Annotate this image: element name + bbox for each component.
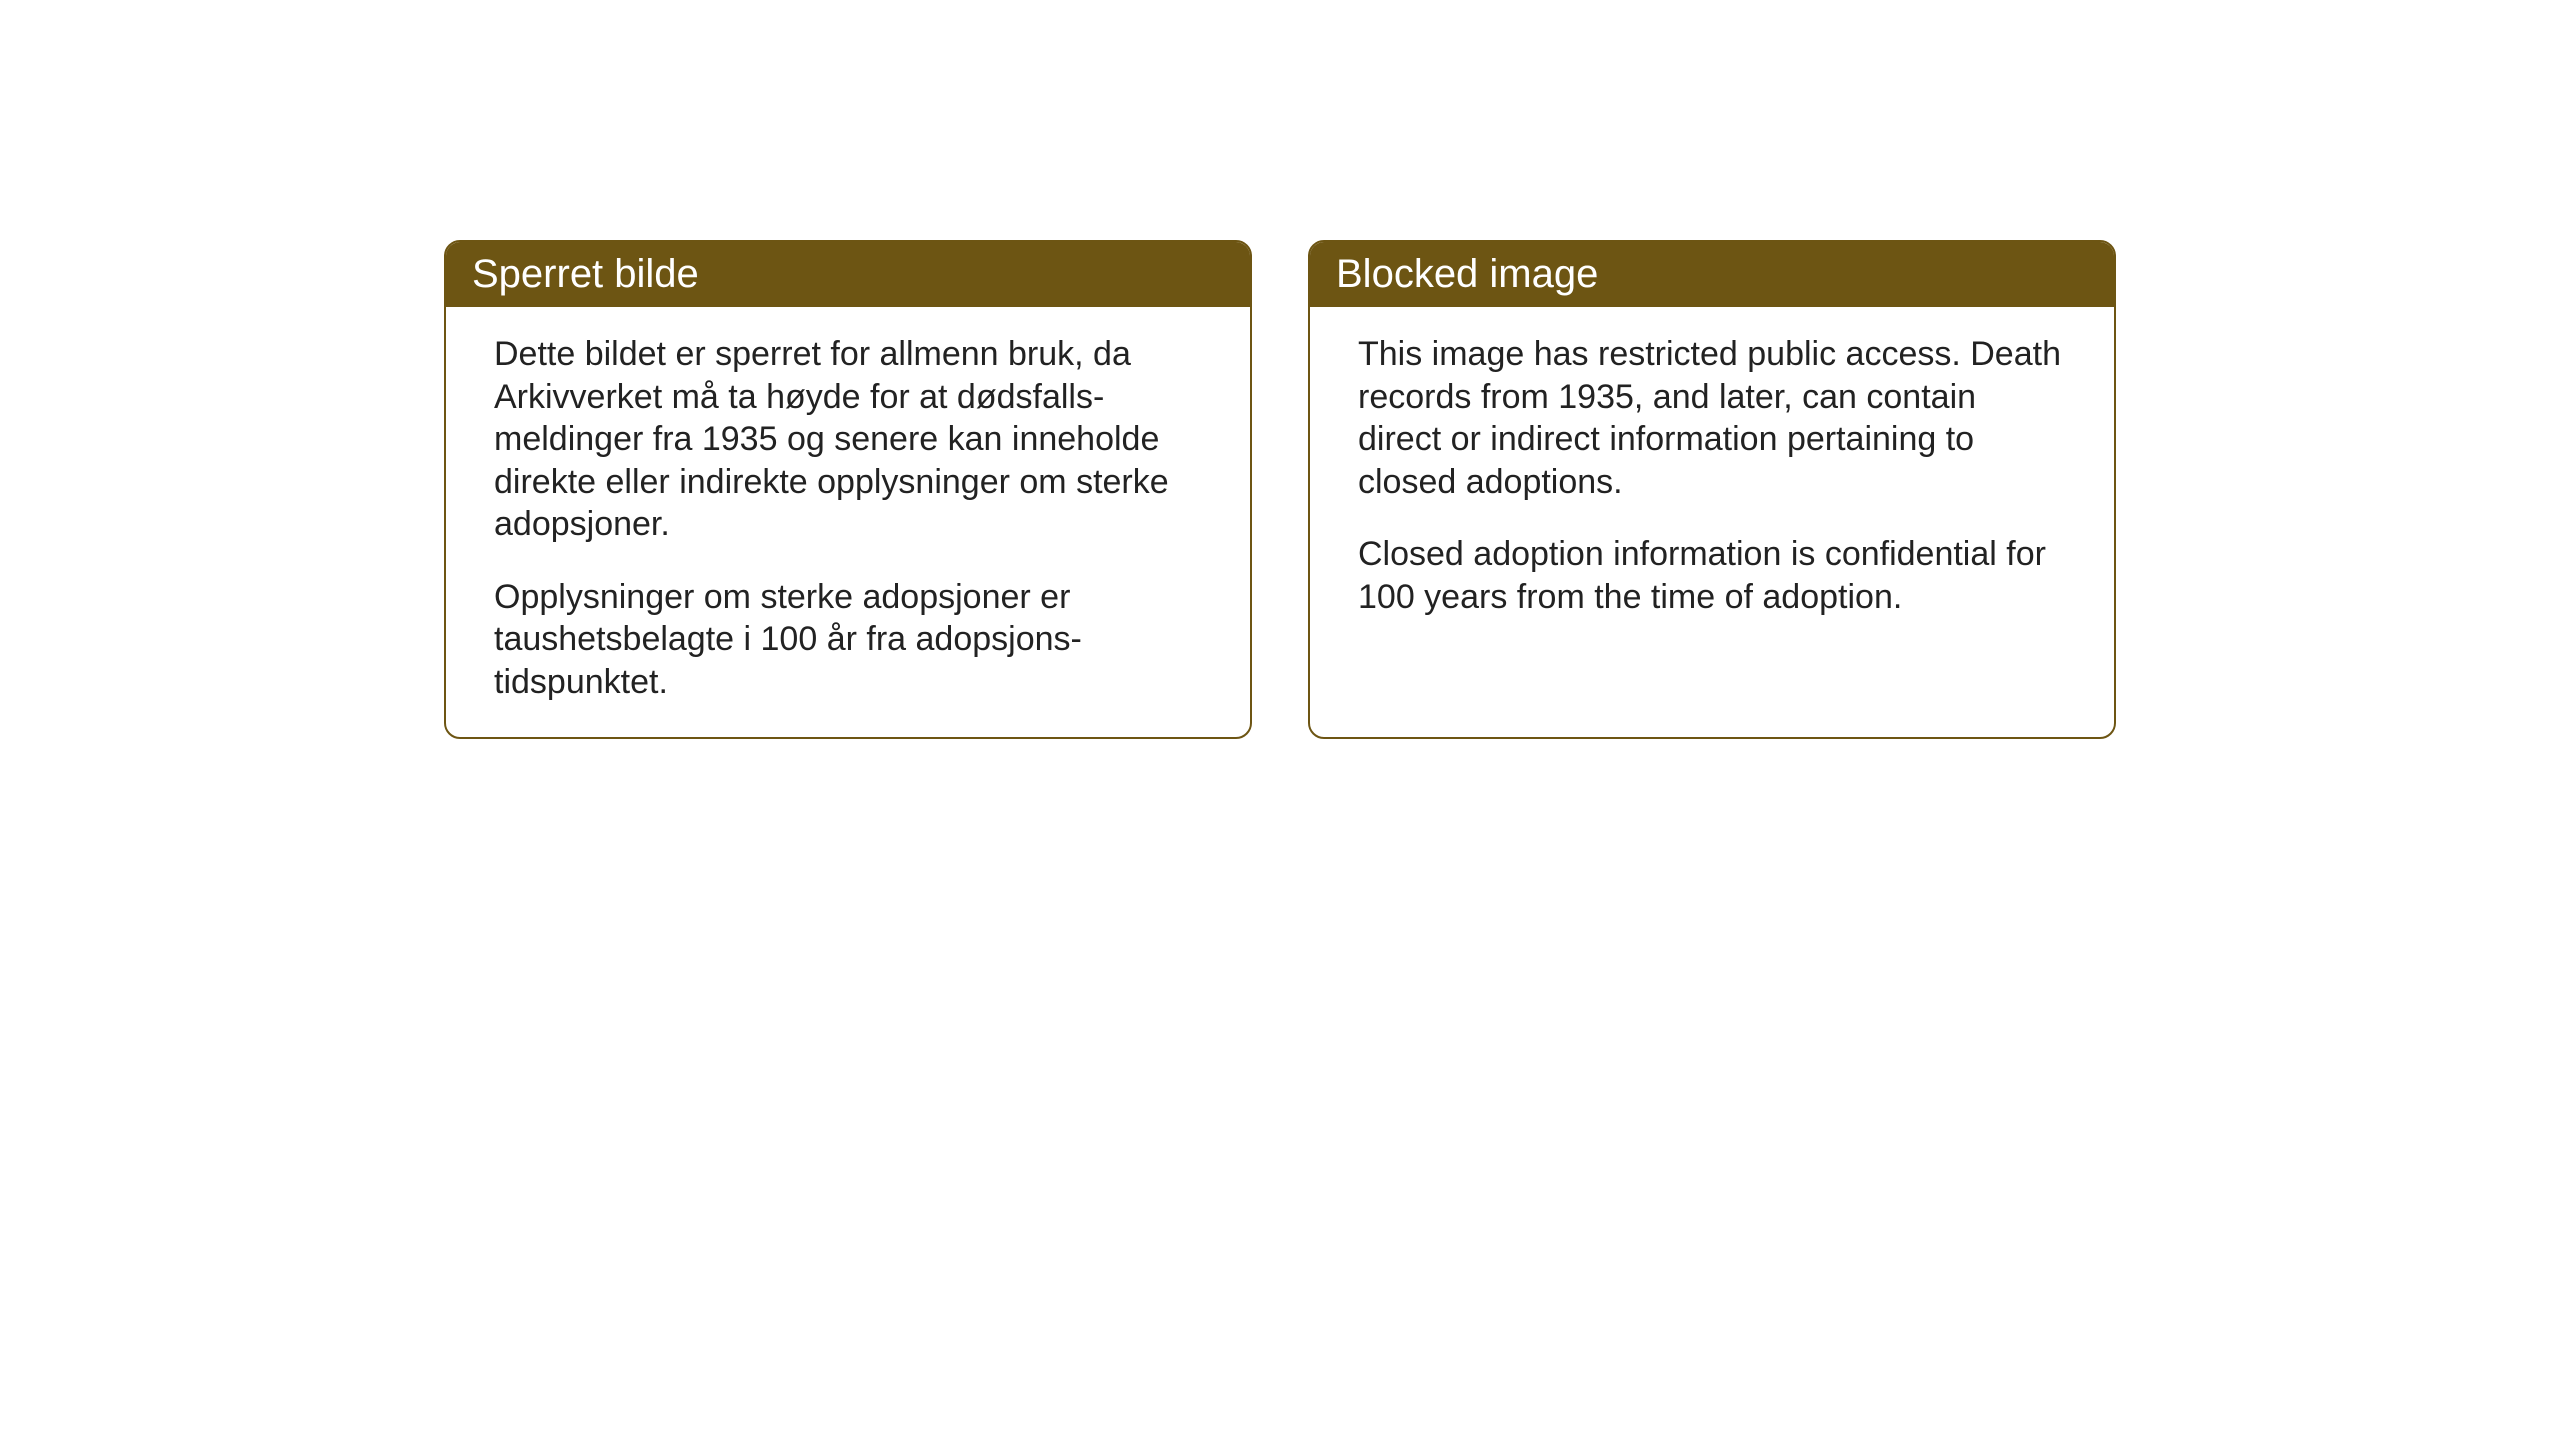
english-paragraph-1: This image has restricted public access.… bbox=[1358, 333, 2066, 503]
norwegian-paragraph-2: Opplysninger om sterke adopsjoner er tau… bbox=[494, 576, 1202, 704]
norwegian-paragraph-1: Dette bildet er sperret for allmenn bruk… bbox=[494, 333, 1202, 546]
notice-container: Sperret bilde Dette bildet er sperret fo… bbox=[444, 240, 2116, 739]
english-card-body: This image has restricted public access.… bbox=[1310, 307, 2114, 652]
english-paragraph-2: Closed adoption information is confident… bbox=[1358, 533, 2066, 618]
english-card-title: Blocked image bbox=[1310, 242, 2114, 307]
english-notice-card: Blocked image This image has restricted … bbox=[1308, 240, 2116, 739]
norwegian-card-body: Dette bildet er sperret for allmenn bruk… bbox=[446, 307, 1250, 737]
norwegian-notice-card: Sperret bilde Dette bildet er sperret fo… bbox=[444, 240, 1252, 739]
norwegian-card-title: Sperret bilde bbox=[446, 242, 1250, 307]
